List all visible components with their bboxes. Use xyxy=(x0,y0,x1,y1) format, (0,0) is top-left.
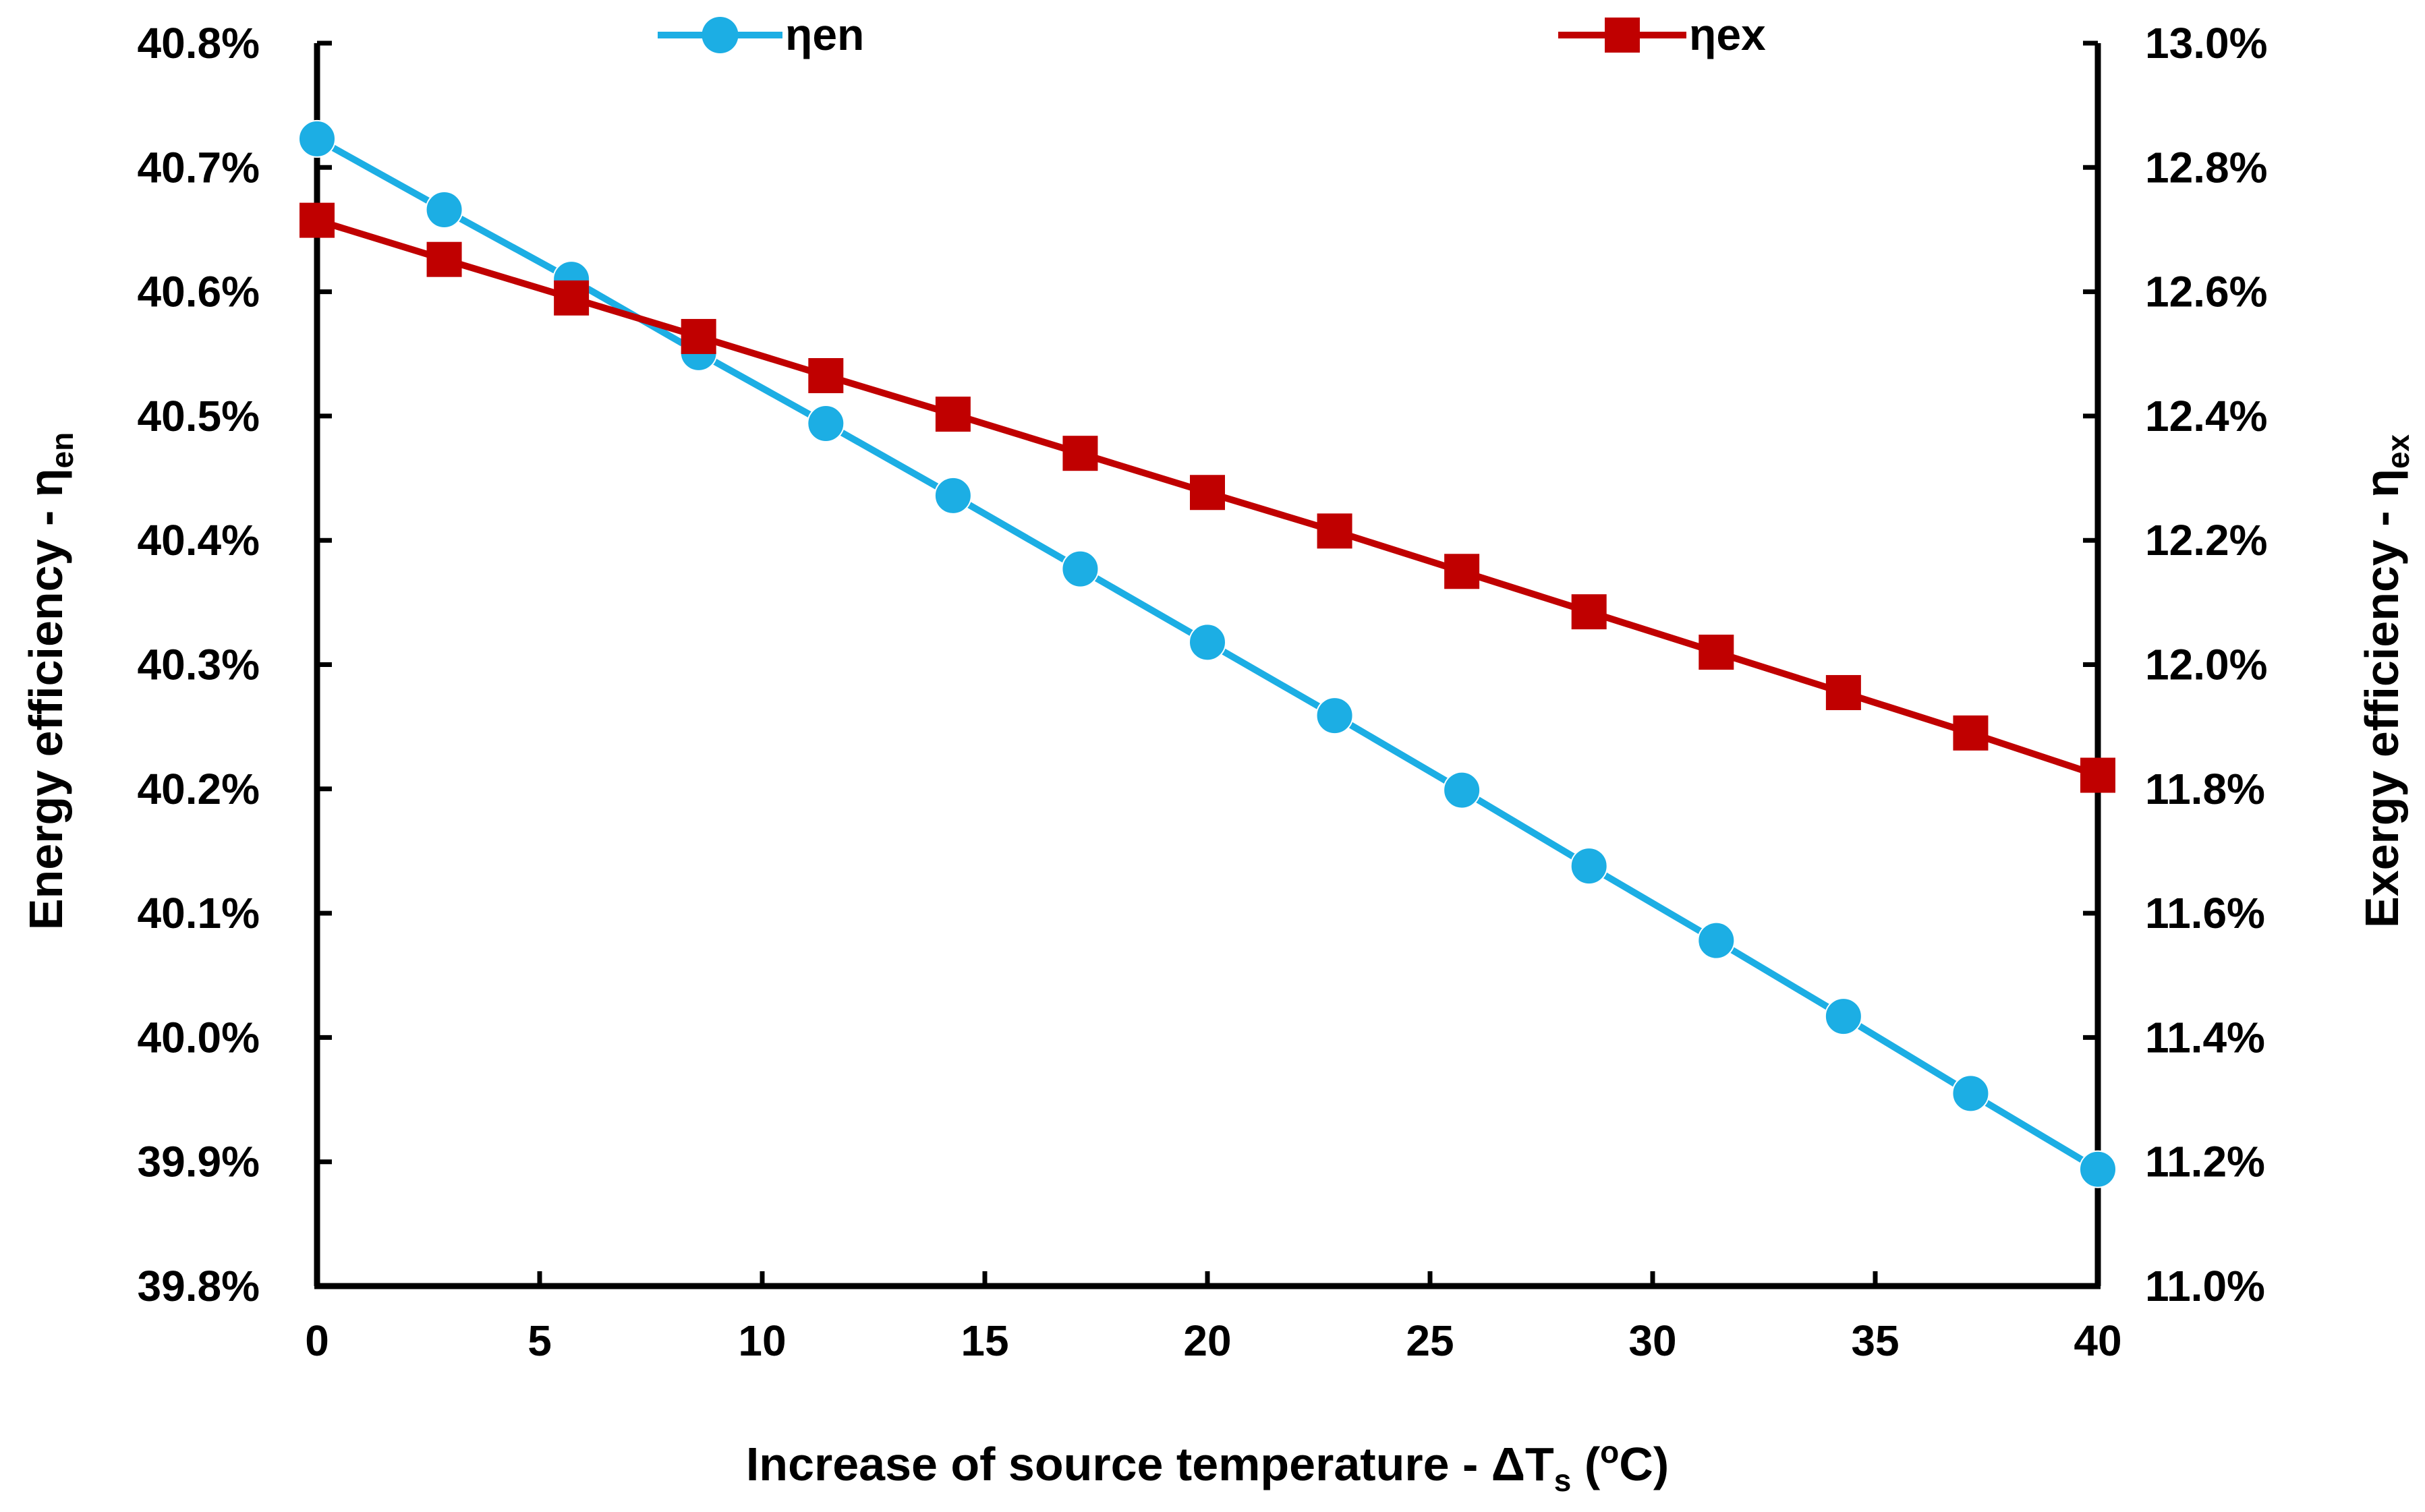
y-right-tick-label: 11.8% xyxy=(2145,765,2265,813)
data-point-ex xyxy=(808,358,844,394)
y-left-tick-label: 40.7% xyxy=(138,143,260,192)
y-right-tick-label: 11.6% xyxy=(2145,889,2265,937)
y-left-tick-label: 40.3% xyxy=(138,641,260,689)
y-left-tick-label: 40.1% xyxy=(138,889,260,937)
x-axis-title: Increase of source temperature - ΔTs (oC… xyxy=(746,1434,1669,1498)
data-point-ex xyxy=(426,241,462,277)
data-point-en xyxy=(1824,997,1862,1036)
data-point-ex xyxy=(1317,513,1352,549)
data-point-en xyxy=(807,404,845,442)
x-tick-label: 20 xyxy=(1183,1316,1231,1365)
data-point-en xyxy=(425,190,463,229)
x-tick-label: 40 xyxy=(2074,1316,2121,1365)
axes: 0 5 10 15 20 25 30 35 40 39.8% 39.9% 40.0% 40.1% 40.2… xyxy=(138,19,2268,1365)
data-point-ex xyxy=(554,280,590,316)
data-point-en xyxy=(1443,771,1481,809)
data-point-en xyxy=(2079,1150,2117,1188)
data-point-en xyxy=(934,476,972,515)
y-right-tick-label: 12.0% xyxy=(2145,641,2267,689)
data-point-ex xyxy=(1062,436,1098,471)
y-axis-right-title: Exergy efficiency - ηex xyxy=(2356,434,2416,928)
y-left-tick-label: 40.2% xyxy=(138,765,260,813)
y-left-tick-label: 40.0% xyxy=(138,1013,260,1062)
data-point-en xyxy=(1189,623,1226,662)
y-right-tick-label: 12.4% xyxy=(2145,392,2267,440)
y-left-tick-label: 40.4% xyxy=(138,516,260,564)
y-right-tick-label: 11.0% xyxy=(2145,1262,2265,1310)
legend-label: ηen xyxy=(785,9,864,59)
y-axis-left-title: Energy efficiency - ηen xyxy=(20,432,80,930)
legend-marker-circle xyxy=(702,17,739,53)
x-tick-label: 25 xyxy=(1406,1316,1454,1365)
legend-marker-square xyxy=(1605,18,1640,53)
data-point-ex xyxy=(1699,635,1734,670)
legend-label: ηex xyxy=(1689,9,1766,59)
x-tick-label: 10 xyxy=(738,1316,786,1365)
y-left-tick-label: 39.9% xyxy=(138,1138,260,1186)
data-point-ex xyxy=(681,318,716,354)
y-right-tick-label: 13.0% xyxy=(2145,19,2267,67)
data-point-en xyxy=(298,119,336,158)
data-point-ex xyxy=(299,202,335,238)
legend: ηen ηex xyxy=(658,9,1766,59)
data-point-en xyxy=(1570,847,1608,885)
data-point-en xyxy=(1315,697,1354,735)
x-tick-label: 15 xyxy=(961,1316,1008,1365)
x-tick-label: 30 xyxy=(1628,1316,1676,1365)
x-tick-label: 35 xyxy=(1851,1316,1899,1365)
series-layer xyxy=(298,119,2117,1188)
y-right-tick-label: 12.8% xyxy=(2145,143,2267,192)
x-tick-label: 0 xyxy=(305,1316,329,1365)
data-point-ex xyxy=(1825,674,1861,710)
data-point-en xyxy=(1697,921,1736,960)
data-point-ex xyxy=(935,397,971,432)
data-point-ex xyxy=(1953,715,1989,751)
y-left-tick-label: 40.6% xyxy=(138,268,260,316)
data-point-ex xyxy=(1444,554,1480,589)
data-point-ex xyxy=(2080,757,2115,793)
data-point-en xyxy=(1951,1074,1990,1113)
data-point-en xyxy=(1061,550,1100,588)
y-right-tick-label: 11.4% xyxy=(2145,1013,2265,1062)
y-right-tick-label: 12.2% xyxy=(2145,516,2267,564)
y-right-tick-label: 12.6% xyxy=(2145,268,2267,316)
x-tick-label: 5 xyxy=(527,1316,552,1365)
data-point-ex xyxy=(1190,475,1225,511)
y-right-tick-label: 11.2% xyxy=(2145,1138,2265,1186)
y-left-tick-label: 40.8% xyxy=(138,19,260,67)
data-point-ex xyxy=(1571,594,1607,630)
y-left-tick-label: 40.5% xyxy=(138,392,260,440)
y-left-tick-label: 39.8% xyxy=(138,1262,260,1310)
